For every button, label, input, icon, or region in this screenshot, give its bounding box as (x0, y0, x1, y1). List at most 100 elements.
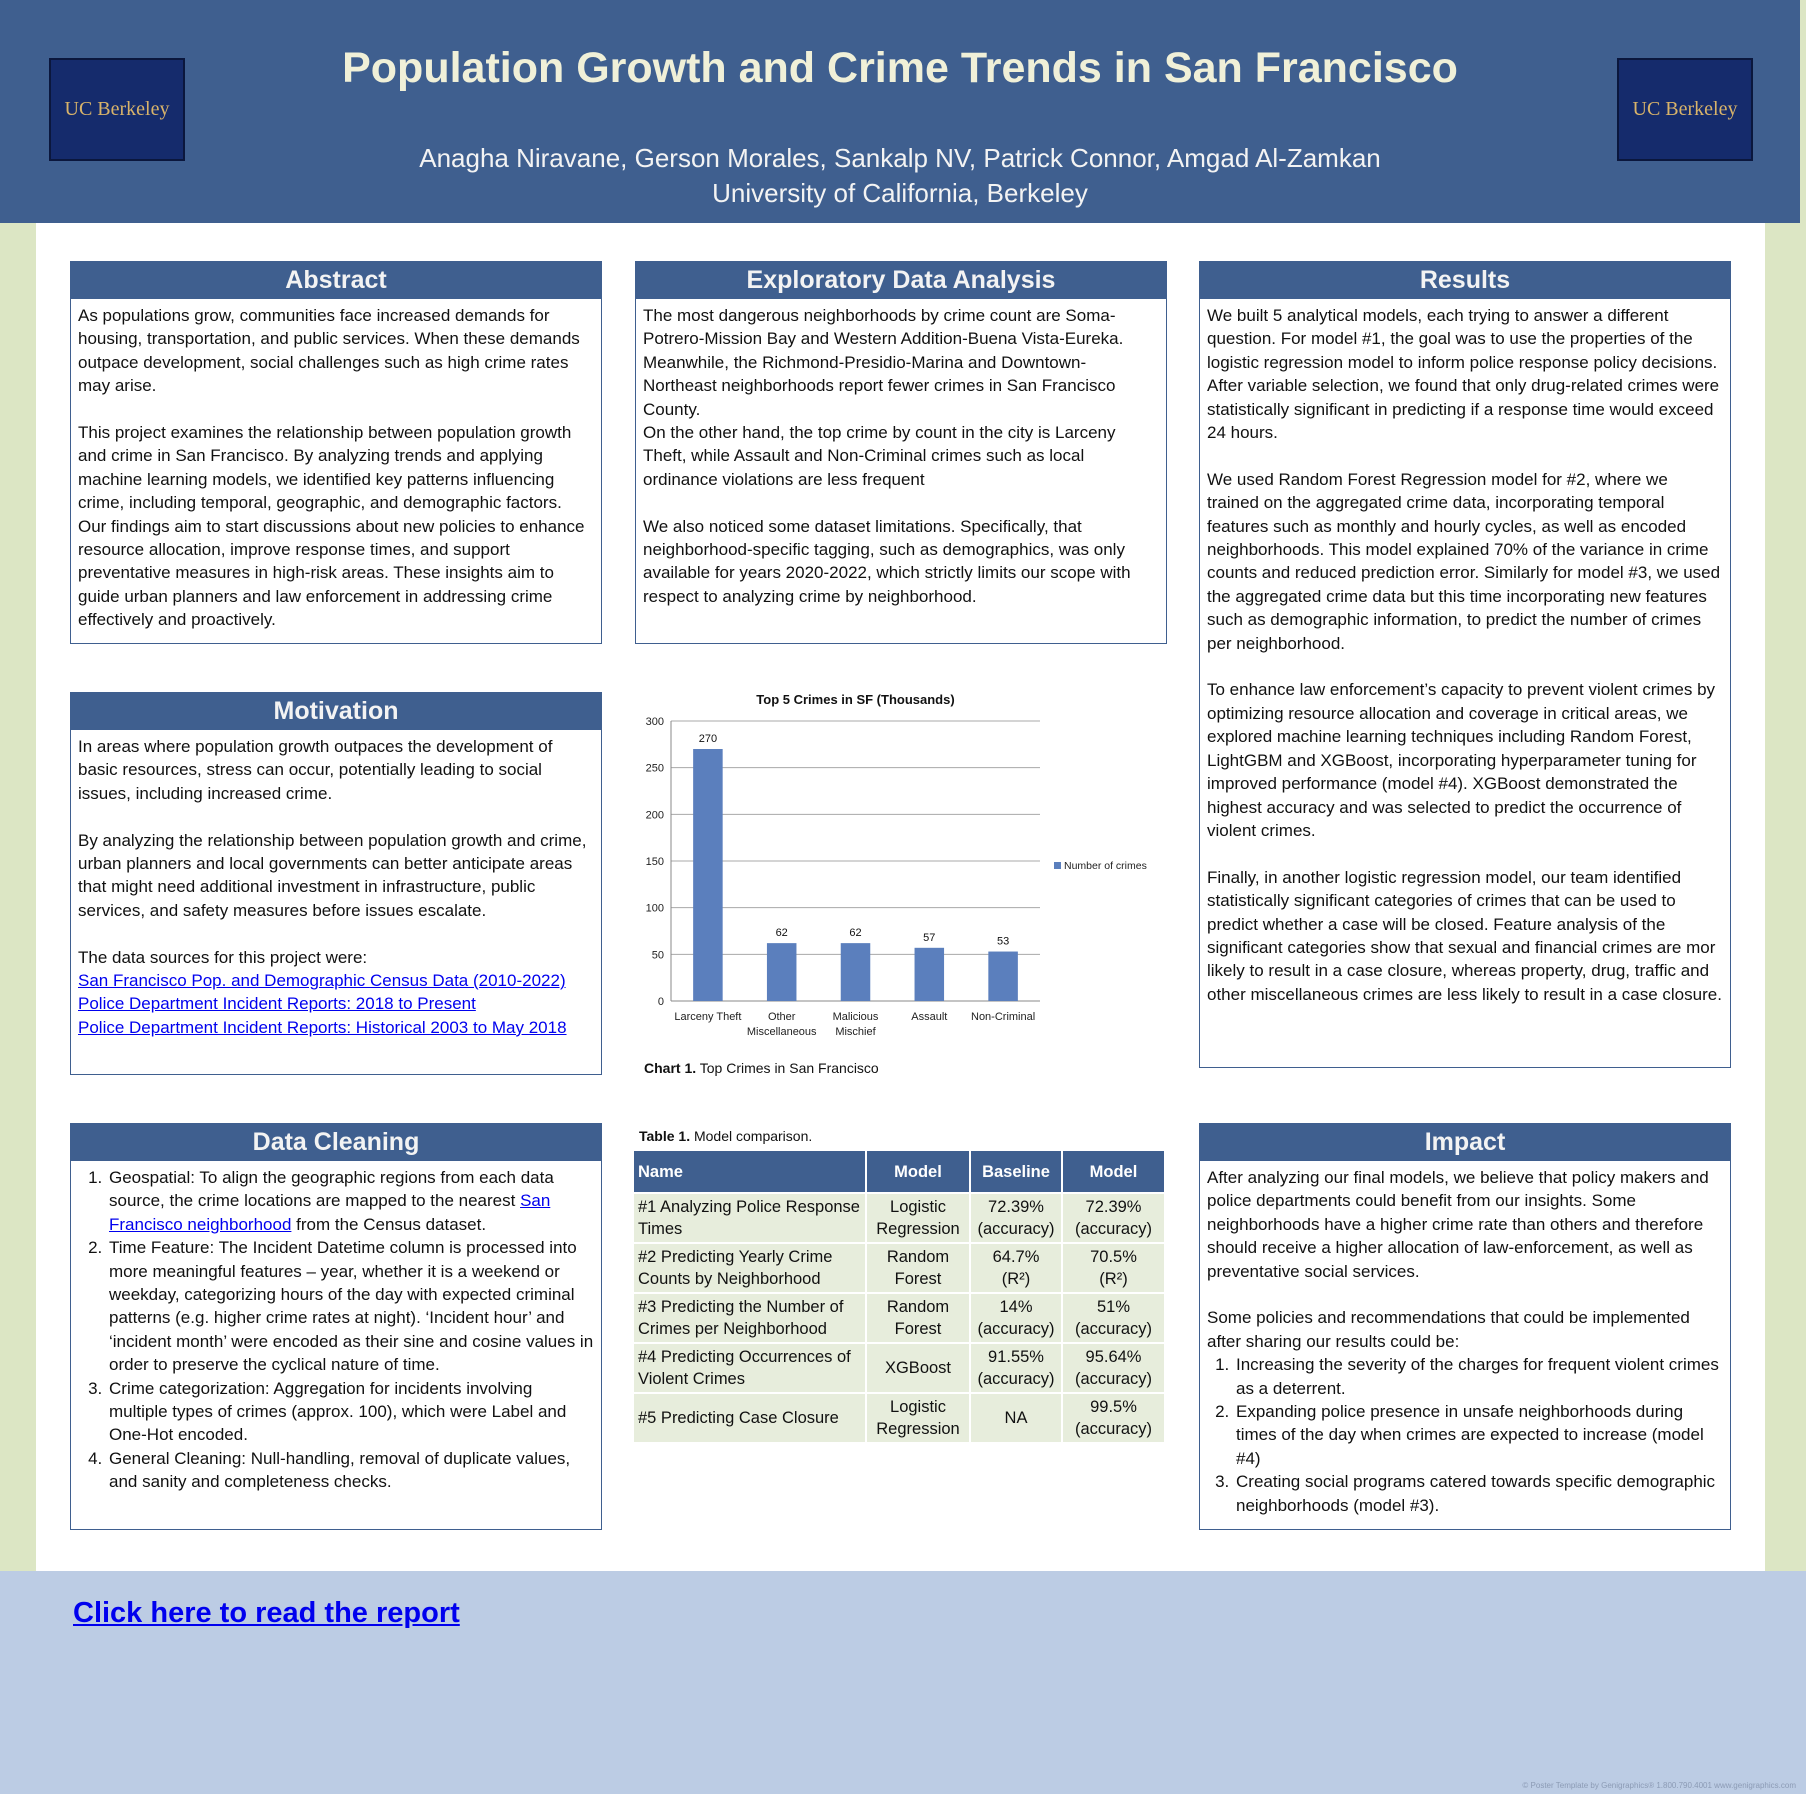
source-link-census[interactable]: San Francisco Pop. and Demographic Censu… (78, 971, 566, 991)
table-header-row: Name Model Baseline Model (634, 1151, 1164, 1193)
x-tick-label: Other (768, 1011, 796, 1023)
cell-baseline: NA (970, 1392, 1063, 1442)
logo-text: UC Berkeley (64, 98, 170, 120)
motivation-heading: Motivation (71, 693, 601, 730)
data-cleaning-heading: Data Cleaning (71, 1124, 601, 1161)
eda-paragraph: We also noticed some dataset limitations… (643, 516, 1131, 606)
table-caption-label: Table 1. (639, 1128, 691, 1144)
cell-model: XGBoost (866, 1342, 971, 1393)
cell-text: (accuracy) (1074, 1370, 1152, 1388)
cell-baseline: 72.39% (accuracy) (970, 1192, 1063, 1243)
source-link-incidents-historical[interactable]: Police Department Incident Reports: Hist… (78, 1017, 567, 1037)
y-tick-label: 0 (658, 996, 664, 1008)
cell-model-score: 70.5% (R²) (1062, 1242, 1164, 1293)
eda-heading: Exploratory Data Analysis (636, 262, 1166, 299)
list-item: Increasing the severity of the charges f… (1234, 1353, 1723, 1400)
cell-text: Forest (894, 1270, 942, 1288)
results-heading: Results (1200, 262, 1730, 299)
cell-text: (accuracy) (977, 1320, 1055, 1338)
list-item: Creating social programs catered towards… (1234, 1470, 1723, 1517)
legend-swatch (1054, 862, 1061, 869)
read-report-link[interactable]: Click here to read the report (73, 1597, 460, 1629)
cell-model: Logistic Regression (866, 1192, 971, 1243)
cell-baseline: 91.55% (accuracy) (970, 1342, 1063, 1393)
list-item: Expanding police presence in unsafe neig… (1234, 1400, 1723, 1470)
x-tick-label: Assault (911, 1011, 947, 1023)
data-label: 57 (923, 932, 935, 944)
cell-text: Random (886, 1298, 950, 1316)
impact-heading: Impact (1200, 1124, 1730, 1161)
column-header-model: Model (866, 1151, 971, 1193)
cell-name: #1 Analyzing Police Response Times (634, 1192, 867, 1243)
results-paragraph: To enhance law enforcement’s capacity to… (1207, 680, 1716, 840)
x-tick-label: Miscellaneous (747, 1026, 817, 1038)
column-header-name: Name (634, 1151, 867, 1193)
legend-label: Number of crimes (1064, 860, 1147, 872)
cell-text: (R²) (1099, 1270, 1128, 1288)
results-paragraph: We used Random Forest Regression model f… (1207, 469, 1721, 653)
cell-model: Random Forest (866, 1242, 971, 1293)
cell-model-score: 95.64% (accuracy) (1062, 1342, 1164, 1393)
impact-section: Impact After analyzing our final models,… (1199, 1123, 1731, 1530)
bar-other-miscellaneous (766, 943, 797, 1001)
cell-text: 91.55% (988, 1348, 1044, 1366)
y-tick-label: 150 (646, 856, 664, 868)
cell-baseline: 64.7% (R²) (970, 1242, 1063, 1293)
cell-model-score: 51% (accuracy) (1062, 1292, 1164, 1343)
cell-text: 99.5% (1090, 1398, 1137, 1416)
data-label: 62 (849, 927, 861, 939)
column-header-baseline: Baseline (970, 1151, 1063, 1193)
cell-text: NA (1004, 1409, 1028, 1427)
list-item: Geospatial: To align the geographic regi… (107, 1166, 594, 1236)
cell-text: (accuracy) (1074, 1320, 1152, 1338)
logo-text: UC Berkeley (1632, 98, 1738, 120)
cell-text: XGBoost (884, 1359, 952, 1377)
x-tick-label: Malicious (833, 1011, 879, 1023)
data-sources-intro: The data sources for this project were: (78, 947, 368, 967)
chart-caption: Chart 1. Top Crimes in San Francisco (644, 1060, 879, 1076)
eda-paragraph: The most dangerous neighborhoods by crim… (643, 306, 1124, 419)
list-item: Time Feature: The Incident Datetime colu… (107, 1236, 594, 1376)
list-item: General Cleaning: Null-handling, removal… (107, 1447, 594, 1494)
source-link-incidents-2018[interactable]: Police Department Incident Reports: 2018… (78, 994, 476, 1014)
chart-caption-text: Top Crimes in San Francisco (696, 1060, 879, 1076)
cell-text: Logistic (890, 1398, 946, 1416)
data-label: 53 (997, 936, 1009, 948)
chart-svg: Top 5 Crimes in SF (Thousands) 0 50 100 150 2… (646, 692, 1147, 1038)
chart-caption-label: Chart 1. (644, 1060, 697, 1076)
cell-text: Random (886, 1248, 950, 1266)
bar-malicious-mischief (840, 943, 871, 1001)
cell-text: #4 Predicting Occurrences of Violent Cri… (638, 1348, 851, 1388)
cell-model-score: 72.39% (accuracy) (1062, 1192, 1164, 1243)
cell-text: 72.39% (988, 1198, 1044, 1216)
y-tick-label: 50 (652, 949, 664, 961)
cell-text: Logistic (890, 1198, 946, 1216)
sf-neighborhood-link[interactable]: San Francisco neighborhood (109, 1191, 551, 1234)
cell-text: 14% (999, 1298, 1033, 1316)
y-tick-label: 300 (646, 716, 664, 728)
model-comparison-table: Name Model Baseline Model #1 Analyzing P… (634, 1151, 1164, 1442)
x-tick-label: Non-Criminal (971, 1011, 1035, 1023)
abstract-section: Abstract As populations grow, communitie… (70, 261, 602, 644)
cell-text: (R²) (1001, 1270, 1031, 1288)
cell-name: #4 Predicting Occurrences of Violent Cri… (634, 1342, 867, 1393)
y-tick-label: 100 (646, 903, 664, 915)
chart-title: Top 5 Crimes in SF (Thousands) (756, 692, 954, 707)
bar-assault (914, 947, 945, 1001)
eda-paragraph: On the other hand, the top crime by coun… (643, 423, 1116, 489)
y-tick-label: 250 (646, 763, 664, 775)
cell-model-score: 99.5% (accuracy) (1062, 1392, 1164, 1442)
motivation-paragraph: In areas where population growth outpace… (78, 737, 553, 803)
data-label: 270 (699, 733, 717, 745)
y-tick-label: 200 (646, 809, 664, 821)
uc-berkeley-logo-right: UC Berkeley (1617, 58, 1753, 161)
x-tick-label: Mischief (835, 1026, 876, 1038)
cell-model: Random Forest (866, 1292, 971, 1343)
results-paragraph: We built 5 analytical models, each tryin… (1207, 306, 1720, 443)
table-row: #4 Predicting Occurrences of Violent Cri… (634, 1342, 1164, 1393)
cell-text: 64.7% (992, 1248, 1040, 1266)
cell-text: 72.39% (1085, 1198, 1142, 1216)
abstract-paragraph: As populations grow, communities face in… (78, 306, 580, 396)
cell-baseline: 14% (accuracy) (970, 1292, 1063, 1343)
table-body: #1 Analyzing Police Response Times Logist… (634, 1192, 1164, 1442)
